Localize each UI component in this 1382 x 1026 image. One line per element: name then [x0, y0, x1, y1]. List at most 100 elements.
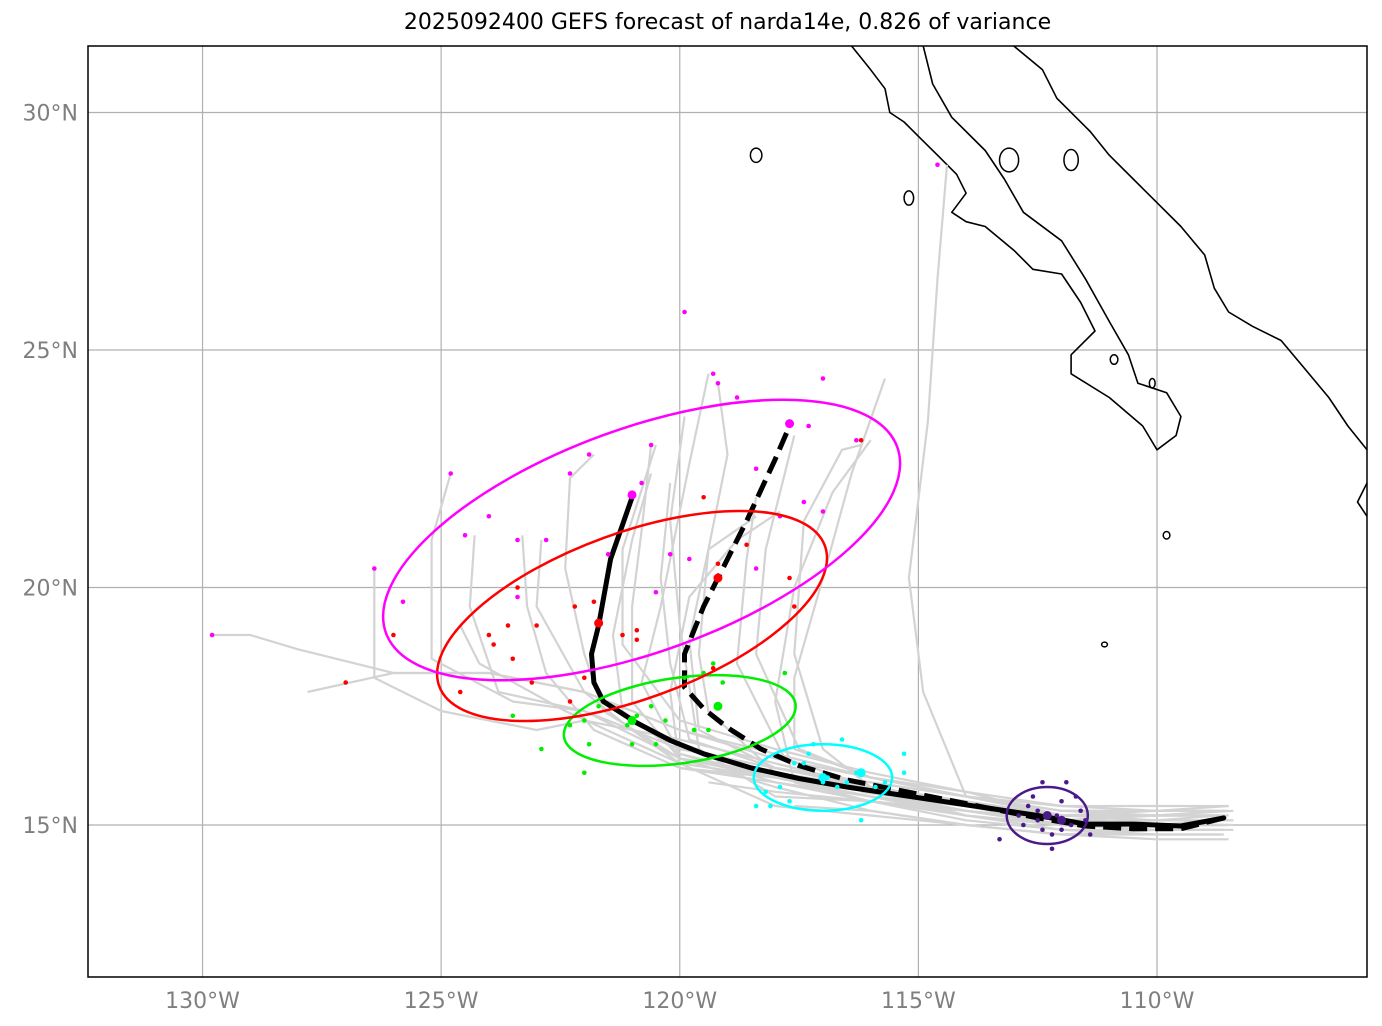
member-position [1030, 794, 1036, 799]
member-position [567, 699, 573, 704]
mean-position-marker [1042, 811, 1052, 820]
member-position [486, 632, 492, 638]
x-tick-label: 110°W [1120, 989, 1195, 1014]
member-position [782, 670, 788, 676]
island [1148, 377, 1156, 389]
member-position [391, 632, 396, 638]
member-position [806, 751, 811, 757]
member-position [462, 532, 468, 538]
y-tick-label: 25°N [23, 339, 78, 364]
spread-ellipse [752, 743, 894, 812]
member-position [1059, 827, 1064, 833]
mean-position-marker [627, 490, 637, 500]
ensemble-track [468, 535, 1220, 836]
member-position [582, 770, 587, 776]
member-position [539, 746, 544, 752]
member-position [634, 637, 640, 643]
member-position [873, 784, 878, 790]
member-position [1054, 813, 1060, 818]
x-tick-label: 115°W [881, 989, 956, 1014]
member-position [582, 718, 587, 723]
ensemble-track [621, 444, 1229, 808]
member-position [682, 309, 687, 315]
member-position [1016, 813, 1021, 818]
ensemble-mean-tracks [589, 425, 1227, 832]
island [998, 147, 1020, 173]
island [1063, 148, 1080, 172]
member-position [1078, 808, 1083, 814]
mean-position-marker [818, 773, 828, 782]
coastlines [749, 46, 1367, 648]
mean-position-marker [713, 701, 723, 711]
member-position [787, 798, 792, 804]
member-position [806, 423, 811, 429]
spread-ellipse [562, 673, 797, 768]
member-position [753, 803, 759, 809]
member-position [567, 471, 573, 476]
member-position [491, 642, 496, 647]
x-tick-label: 120°W [642, 989, 717, 1014]
spread-ellipses [381, 398, 1090, 846]
island [1109, 354, 1119, 365]
member-position [209, 632, 215, 638]
member-position [753, 466, 759, 472]
member-position [663, 718, 668, 723]
member-position [753, 566, 759, 571]
island [1162, 530, 1171, 540]
member-position [515, 585, 520, 590]
y-tick-label: 15°N [23, 814, 78, 839]
member-position [567, 722, 573, 728]
member-position [591, 599, 597, 605]
member-position [505, 623, 511, 628]
member-position [854, 437, 859, 443]
member-position [639, 480, 644, 486]
ensemble-track [708, 781, 1224, 836]
member-position [763, 789, 768, 795]
member-position [710, 661, 716, 666]
member-position [710, 371, 716, 377]
spread-ellipse [381, 398, 902, 682]
member-position [801, 760, 807, 766]
member-position [448, 471, 454, 476]
member-position [715, 380, 721, 386]
member-position [634, 713, 640, 719]
member-position [457, 689, 463, 695]
member-position [792, 604, 797, 609]
member-position [1021, 822, 1026, 828]
member-position [858, 437, 864, 443]
member-position [1035, 808, 1041, 814]
member-position [400, 599, 406, 605]
member-position [882, 779, 888, 785]
member-position [515, 594, 520, 600]
member-position [529, 680, 535, 685]
member-position [629, 741, 635, 747]
member-position [1049, 832, 1055, 837]
member-position [935, 162, 940, 168]
member-position [624, 722, 630, 728]
member-position [834, 784, 840, 790]
member-position [1059, 798, 1064, 804]
ensemble-track [735, 497, 1220, 817]
member-position [596, 703, 601, 709]
x-tick-label: 125°W [404, 989, 479, 1014]
member-position [1025, 803, 1031, 809]
y-tick-label: 30°N [23, 102, 78, 127]
member-position [648, 703, 654, 709]
ensemble-track [774, 439, 1224, 822]
member-position [801, 499, 807, 505]
member-position [1049, 846, 1055, 852]
axis-tick-labels: 130°W 125°W 120°W 115°W 110°W 30°N 25°N 20°N 15°… [23, 102, 1195, 1015]
member-position [1064, 779, 1069, 785]
member-position [586, 452, 592, 457]
mean-position-marker [856, 768, 866, 778]
member-position [820, 376, 826, 381]
member-position [792, 760, 797, 766]
member-position [768, 803, 773, 809]
member-position [653, 741, 659, 747]
y-tick-label: 20°N [23, 577, 78, 602]
member-position [858, 817, 864, 823]
member-position [543, 537, 549, 543]
member-position [1068, 822, 1074, 828]
spread-ellipse [1005, 785, 1090, 846]
